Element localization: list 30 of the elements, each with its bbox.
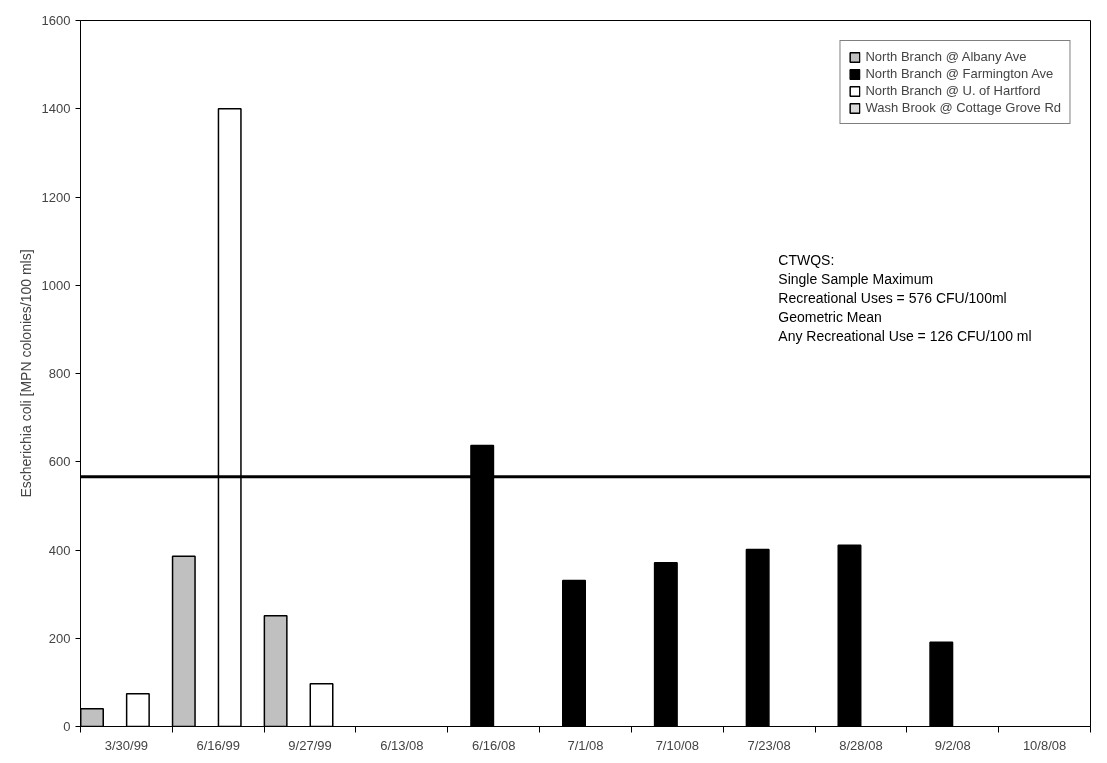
y-tick-label: 1200 [41,189,71,205]
x-tick-label: 10/8/08 [1022,737,1067,753]
y-tick-label: 1000 [41,277,71,293]
legend-label: North Branch @ U. of Hartford [865,83,1041,98]
y-tick-label: 400 [48,542,71,558]
x-tick-label: 6/13/08 [380,737,424,753]
annotation: CTWQS: [778,251,835,268]
y-tick-label: 200 [48,630,71,646]
x-tick-label: 6/16/08 [472,737,516,753]
y-tick-label: 1400 [41,101,71,117]
x-tick-label: 6/16/99 [196,737,240,753]
x-tick-label: 8/28/08 [839,737,883,753]
x-tick-label: 7/23/08 [747,737,791,753]
annotation: Any Recreational Use = 126 CFU/100 ml [778,327,1032,344]
annotation: Single Sample Maximum [778,270,934,287]
y-tick-label: 800 [48,366,71,381]
x-tick-label: 3/30/99 [104,737,149,753]
x-tick-label: 9/2/08 [934,737,971,753]
legend-label: North Branch @ Farmington Ave [865,66,1054,81]
y-tick-label: 0 [63,719,71,734]
annotation: Recreational Uses = 576 CFU/100ml [778,289,1007,306]
x-tick-label: 7/10/08 [655,737,700,753]
legend-label: Wash Brook @ Cottage Grove Rd [865,100,1061,115]
y-axis-title: Escherichia coli [MPN colonies/100 mls] [17,249,34,498]
y-tick-label: 1600 [41,13,71,28]
annotation: Geometric Mean [778,308,882,325]
x-tick-label: 7/1/08 [567,737,604,753]
y-tick-label: 600 [48,454,71,470]
legend-label: North Branch @ Albany Ave [865,49,1027,64]
x-tick-label: 9/27/99 [288,737,332,753]
